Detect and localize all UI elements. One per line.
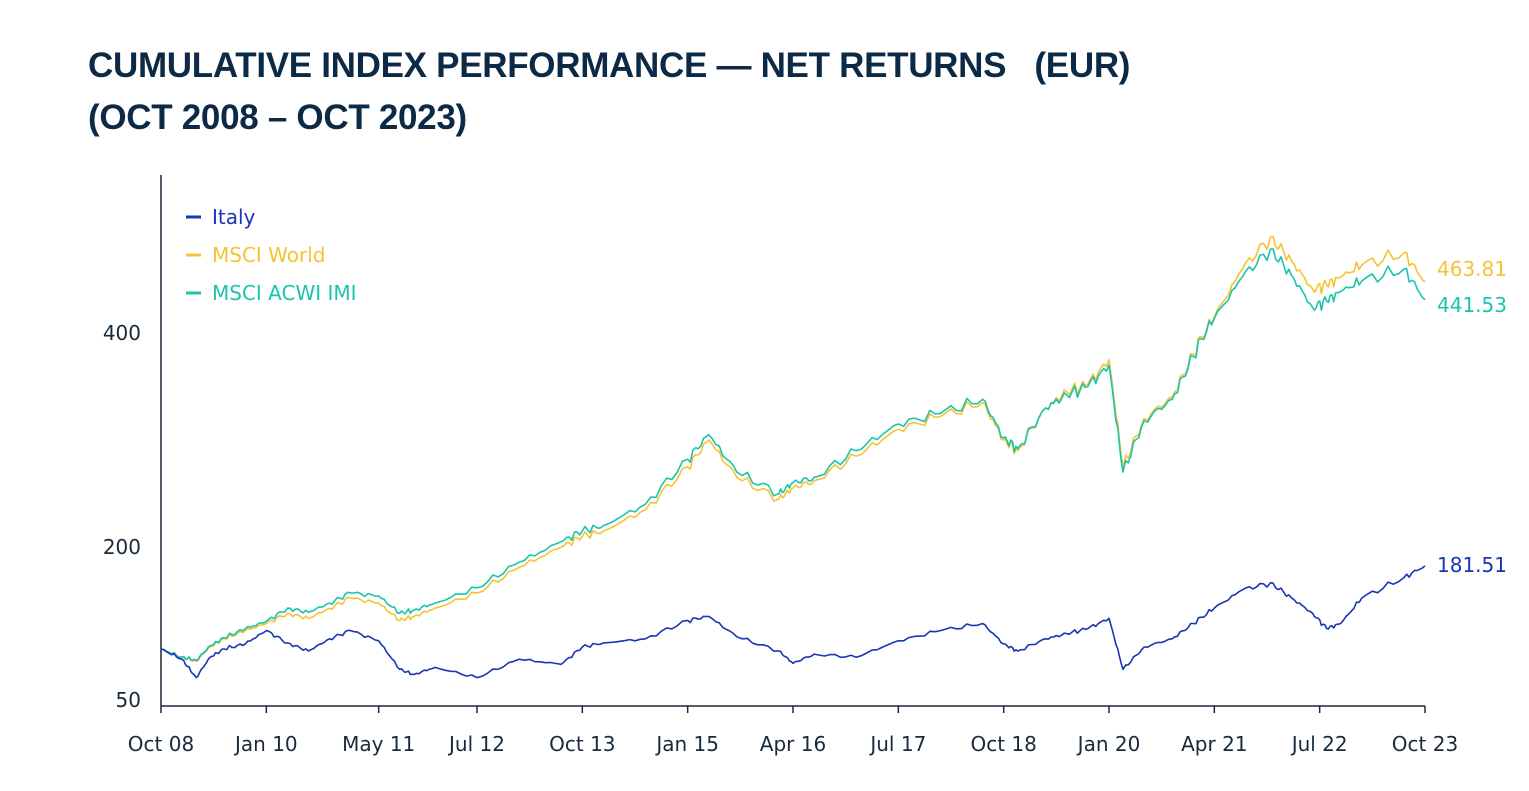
series-line-italy bbox=[160, 565, 1426, 679]
chart-title-line-1: CUMULATIVE INDEX PERFORMANCE — NET RETUR… bbox=[88, 46, 1131, 85]
x-tick-label: Apr 21 bbox=[1181, 732, 1247, 756]
x-axis-ticks: Oct 08 Jan 10 May 11 Jul 12 Oct 13 Jan 15 Apr … bbox=[128, 706, 1458, 756]
series-lines bbox=[160, 235, 1426, 679]
x-tick-label: Jul 17 bbox=[868, 732, 926, 756]
x-tick-label: Apr 16 bbox=[760, 732, 826, 756]
x-tick-label: Jan 15 bbox=[654, 732, 719, 756]
x-tick-label: Oct 18 bbox=[970, 732, 1036, 756]
legend-label: MSCI World bbox=[212, 243, 326, 267]
end-label-msci-world: 463.81 bbox=[1437, 257, 1507, 281]
x-tick-label: May 11 bbox=[342, 732, 415, 756]
y-tick-label: 50 bbox=[116, 688, 141, 712]
legend: Italy MSCI World MSCI ACWI IMI bbox=[186, 205, 357, 305]
end-label-italy: 181.51 bbox=[1437, 553, 1507, 577]
chart-title-line-2: (OCT 2008 – OCT 2023) bbox=[88, 98, 467, 137]
legend-label: Italy bbox=[212, 205, 256, 229]
legend-label: MSCI ACWI IMI bbox=[212, 281, 357, 305]
y-axis-ticks: 50 200 400 bbox=[103, 321, 141, 712]
chart-title: CUMULATIVE INDEX PERFORMANCE — NET RETUR… bbox=[88, 40, 1130, 144]
x-tick-label: Jan 10 bbox=[233, 732, 298, 756]
x-tick-label: Oct 23 bbox=[1392, 732, 1458, 756]
x-tick-label: Jul 22 bbox=[1290, 732, 1348, 756]
x-tick-label: Jan 20 bbox=[1076, 732, 1141, 756]
end-value-labels: 181.51 463.81 441.53 bbox=[1437, 257, 1507, 577]
y-tick-label: 200 bbox=[103, 535, 141, 559]
end-label-msci-acwi-imi: 441.53 bbox=[1437, 293, 1507, 317]
series-line-msci-world bbox=[160, 235, 1426, 662]
y-tick-label: 400 bbox=[103, 321, 141, 345]
series-line-msci-acwi-imi bbox=[160, 248, 1426, 661]
x-tick-label: Oct 08 bbox=[128, 732, 194, 756]
x-tick-label: Oct 13 bbox=[549, 732, 615, 756]
chart-axes bbox=[160, 175, 1425, 707]
x-tick-label: Jul 12 bbox=[447, 732, 505, 756]
